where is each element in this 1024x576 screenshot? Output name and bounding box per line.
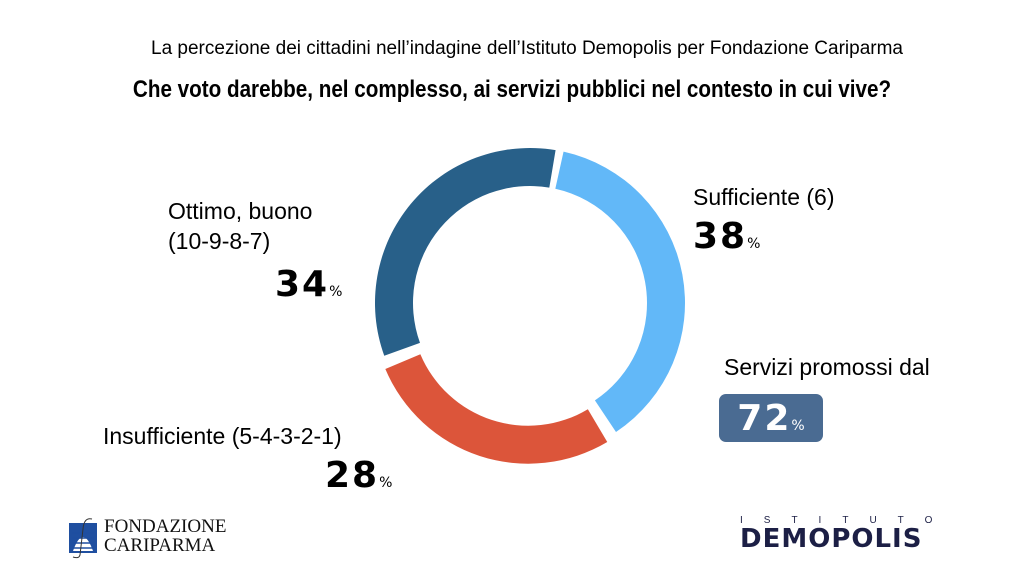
annotation-value: 72 <box>737 398 792 439</box>
donut-slice-2 <box>385 354 608 464</box>
annotation-text: Servizi promossi dal <box>724 354 930 380</box>
demopolis-logo-top: ISTITUTO <box>740 515 954 526</box>
cariparma-logo-text: FONDAZIONE CARIPARMA <box>104 516 227 556</box>
cariparma-emblem-icon <box>69 518 97 559</box>
label-sufficiente: Sufficiente (6) <box>693 184 835 210</box>
value-insufficiente-number: 28 <box>325 455 380 496</box>
donut-slice-3 <box>375 147 556 356</box>
percent-sign: % <box>329 284 343 300</box>
fondazione-cariparma-logo: FONDAZIONE CARIPARMA <box>66 517 236 559</box>
percent-sign: % <box>379 475 393 491</box>
chart-title: Che voto darebbe, nel complesso, ai serv… <box>132 76 892 103</box>
percent-sign: % <box>791 418 805 434</box>
value-ottimo: 34% <box>275 264 342 305</box>
label-ottimo-range: (10-9-8-7) <box>168 228 271 254</box>
demopolis-logo: ISTITUTO DEMOPOLIS <box>740 515 962 554</box>
value-insufficiente: 28% <box>325 455 392 496</box>
donut-slice-1 <box>555 151 685 432</box>
annotation-badge: 72% <box>719 394 823 442</box>
percent-sign: % <box>747 236 761 252</box>
demopolis-logo-main: DEMOPOLIS <box>740 524 923 554</box>
value-sufficiente-number: 38 <box>693 216 748 257</box>
value-ottimo-number: 34 <box>275 264 330 305</box>
label-ottimo-name: Ottimo, buono <box>168 198 313 224</box>
label-ottimo: Ottimo, buono (10-9-8-7) <box>168 196 312 256</box>
subtitle: La percezione dei cittadini nell’indagin… <box>151 38 903 59</box>
label-insufficiente: Insufficiente (5-4-3-2-1) <box>103 423 342 449</box>
value-sufficiente: 38% <box>693 216 760 257</box>
